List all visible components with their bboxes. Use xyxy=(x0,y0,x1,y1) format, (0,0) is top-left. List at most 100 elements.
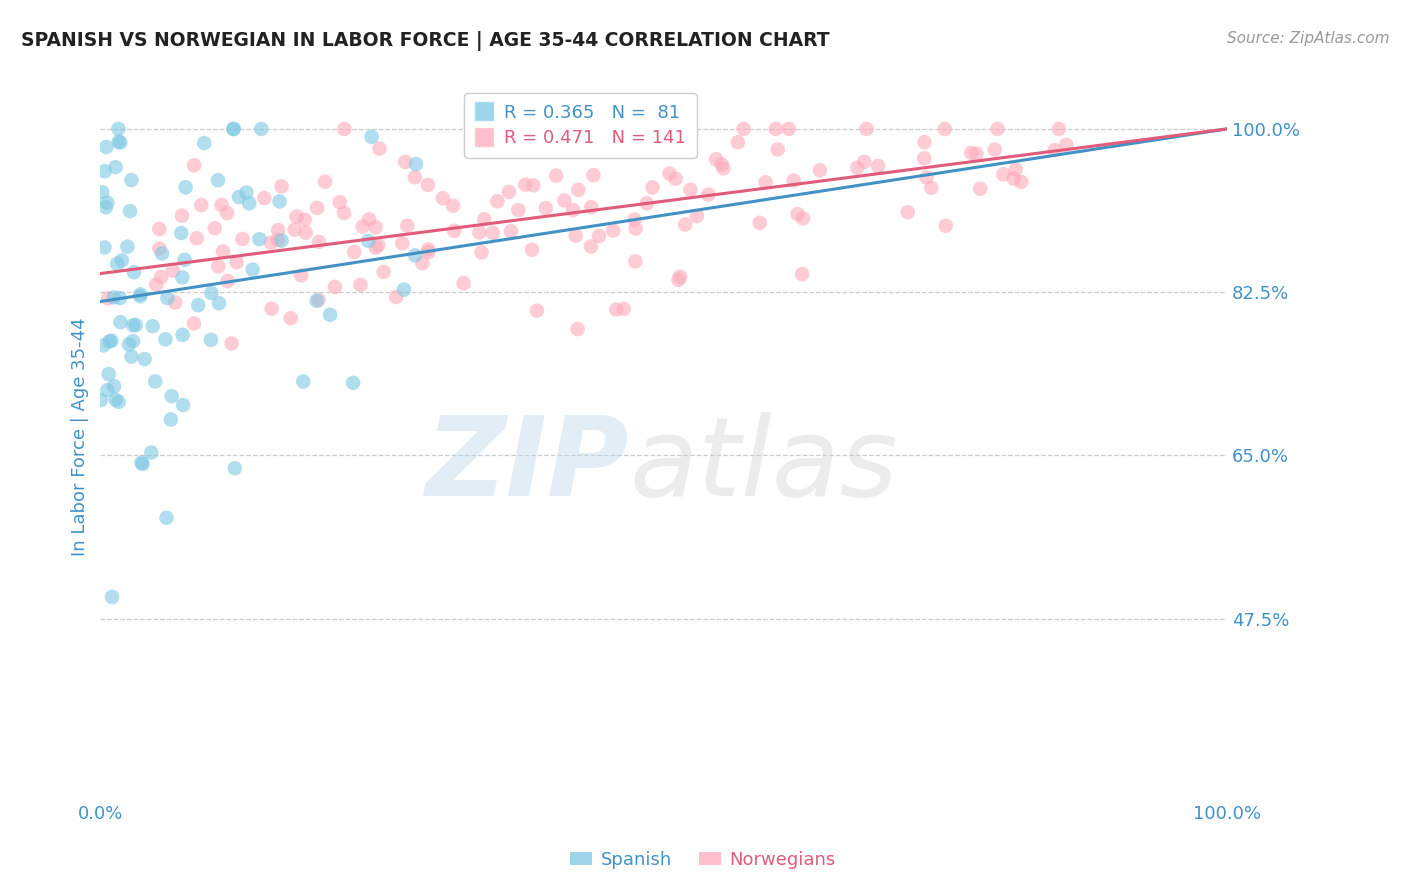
Point xyxy=(343,245,366,260)
Point xyxy=(105,257,128,271)
Point xyxy=(104,392,127,407)
Point xyxy=(100,334,122,348)
Point xyxy=(564,228,586,243)
Point xyxy=(405,157,427,171)
Point xyxy=(765,122,787,136)
Point xyxy=(636,196,658,211)
Point xyxy=(131,457,153,471)
Point xyxy=(665,171,688,186)
Point xyxy=(118,337,141,351)
Point xyxy=(418,245,440,260)
Point xyxy=(411,256,433,270)
Point xyxy=(107,394,129,409)
Point xyxy=(207,260,229,274)
Point xyxy=(364,220,387,235)
Point xyxy=(855,122,877,136)
Point xyxy=(853,154,876,169)
Point xyxy=(110,136,132,150)
Point xyxy=(966,146,988,161)
Point xyxy=(868,159,890,173)
Point xyxy=(94,200,117,214)
Point xyxy=(93,240,115,254)
Point xyxy=(107,122,129,136)
Point xyxy=(120,204,142,219)
Point xyxy=(786,207,808,221)
Point xyxy=(349,277,371,292)
Point xyxy=(183,158,205,172)
Point xyxy=(567,322,589,336)
Point xyxy=(624,254,647,268)
Point xyxy=(134,352,156,367)
Point xyxy=(150,269,173,284)
Point xyxy=(160,389,183,403)
Point xyxy=(1002,171,1025,186)
Point xyxy=(204,221,226,235)
Point xyxy=(581,200,603,214)
Point xyxy=(418,243,440,257)
Point xyxy=(1054,137,1077,152)
Point xyxy=(778,122,800,136)
Point xyxy=(122,265,145,279)
Point xyxy=(97,367,120,381)
Point xyxy=(443,224,465,238)
Point xyxy=(103,379,125,393)
Point xyxy=(710,157,733,171)
Point xyxy=(91,186,114,200)
Point xyxy=(396,219,419,233)
Point xyxy=(93,164,115,178)
Point xyxy=(193,136,215,150)
Point xyxy=(808,163,831,178)
Point xyxy=(526,303,548,318)
Point xyxy=(120,173,142,187)
Point xyxy=(129,289,152,303)
Point xyxy=(357,234,380,248)
Point xyxy=(912,151,935,165)
Point xyxy=(479,122,502,136)
Point xyxy=(221,336,243,351)
Point xyxy=(308,293,330,307)
Point xyxy=(160,412,183,426)
Point xyxy=(222,122,245,136)
Point xyxy=(90,392,112,407)
Point xyxy=(792,211,814,226)
Point xyxy=(131,456,153,470)
Point xyxy=(562,202,585,217)
Point xyxy=(104,160,127,174)
Point xyxy=(142,319,165,334)
Point xyxy=(285,210,308,224)
Point xyxy=(308,235,330,249)
Point xyxy=(319,308,342,322)
Point xyxy=(673,218,696,232)
Point xyxy=(125,318,148,332)
Text: SPANISH VS NORWEGIAN IN LABOR FORCE | AGE 35-44 CORRELATION CHART: SPANISH VS NORWEGIAN IN LABOR FORCE | AG… xyxy=(21,31,830,51)
Point xyxy=(441,199,464,213)
Point xyxy=(156,291,179,305)
Point xyxy=(367,238,389,252)
Point xyxy=(284,222,307,236)
Point xyxy=(602,224,624,238)
Point xyxy=(391,236,413,251)
Point xyxy=(314,175,336,189)
Point xyxy=(499,224,522,238)
Point xyxy=(97,291,120,305)
Point xyxy=(93,338,115,352)
Point xyxy=(212,244,235,259)
Point xyxy=(228,190,250,204)
Point xyxy=(267,223,290,237)
Point xyxy=(190,198,212,212)
Point xyxy=(986,122,1008,136)
Point xyxy=(678,130,700,145)
Point xyxy=(110,315,132,329)
Point xyxy=(260,301,283,316)
Point xyxy=(782,173,804,187)
Point xyxy=(253,191,276,205)
Point xyxy=(404,248,426,262)
Point xyxy=(103,290,125,304)
Point xyxy=(270,179,292,194)
Point xyxy=(766,143,789,157)
Point xyxy=(498,185,520,199)
Point xyxy=(668,273,690,287)
Point xyxy=(232,232,254,246)
Point xyxy=(242,262,264,277)
Point xyxy=(200,285,222,300)
